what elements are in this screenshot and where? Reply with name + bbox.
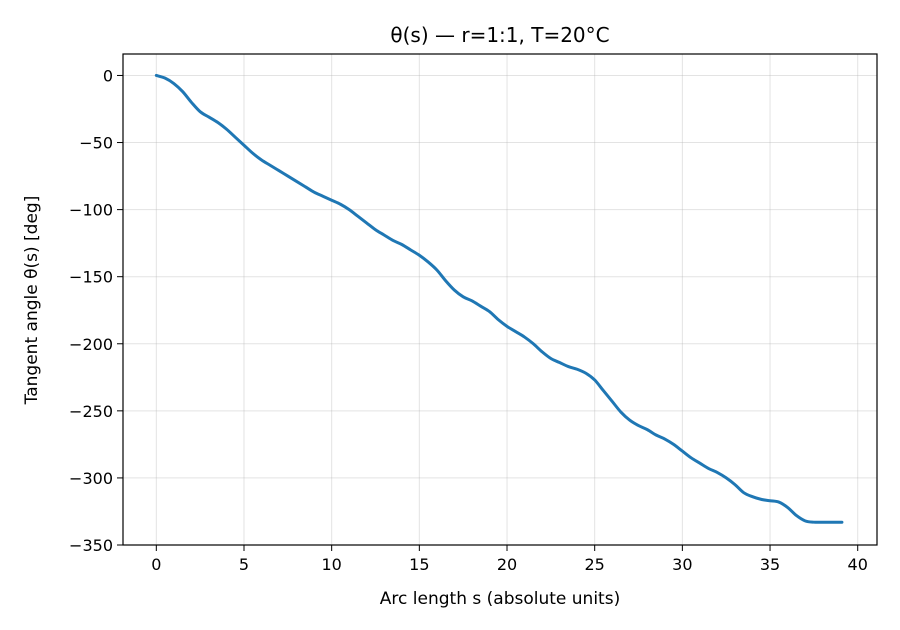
x-axis-label: Arc length s (absolute units) [380, 589, 620, 609]
x-tick-label: 35 [760, 555, 780, 574]
y-tick-label: −150 [69, 268, 113, 287]
y-tick-label: −50 [79, 134, 113, 153]
x-tick-label: 25 [585, 555, 605, 574]
x-tick-label: 20 [497, 555, 517, 574]
x-tick-label: 5 [239, 555, 249, 574]
y-tick-label: −100 [69, 201, 113, 220]
ticks: 0 5 10 15 20 25 30 35 40 0 −50 −100 −150 −200 −250 −300… [69, 66, 868, 574]
y-tick-label: −350 [69, 536, 113, 555]
x-tick-label: 15 [409, 555, 429, 574]
y-tick-label: −300 [69, 469, 113, 488]
y-tick-label: 0 [103, 66, 113, 85]
y-tick-label: −200 [69, 335, 113, 354]
x-tick-label: 10 [321, 555, 341, 574]
x-tick-label: 0 [151, 555, 161, 574]
y-tick-label: −250 [69, 402, 113, 421]
y-axis-label: Tangent angle θ(s) [deg] [22, 196, 42, 406]
chart-title: θ(s) — r=1:1, T=20°C [390, 23, 609, 47]
series-layer [154, 73, 844, 524]
plot-frame [122, 53, 878, 546]
x-tick-label: 40 [848, 555, 868, 574]
x-tick-label: 30 [672, 555, 692, 574]
series-line-0 [154, 73, 844, 524]
